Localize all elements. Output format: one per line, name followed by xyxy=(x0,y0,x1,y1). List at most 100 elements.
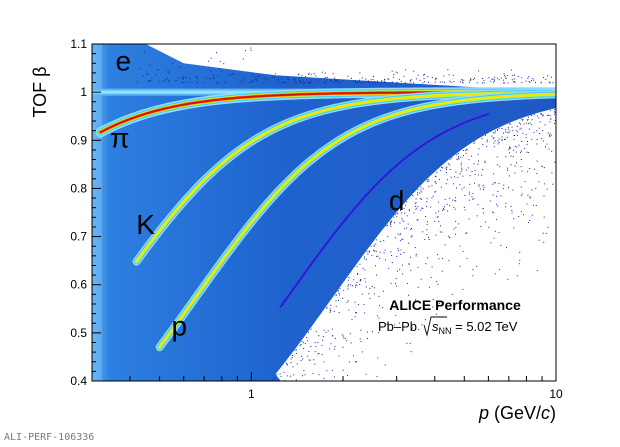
noise-point xyxy=(338,355,340,357)
noise-point xyxy=(396,213,398,215)
noise-point xyxy=(514,165,516,167)
noise-point xyxy=(415,78,417,80)
noise-point xyxy=(185,77,187,79)
noise-point xyxy=(406,201,408,203)
noise-point xyxy=(136,81,138,83)
noise-point xyxy=(505,131,507,133)
noise-point xyxy=(496,156,498,158)
noise-point xyxy=(362,267,364,269)
noise-point xyxy=(374,250,376,252)
noise-point xyxy=(394,237,396,239)
noise-point xyxy=(365,373,367,375)
noise-point xyxy=(175,80,177,82)
noise-point xyxy=(382,290,384,292)
noise-point xyxy=(183,75,185,77)
noise-point xyxy=(490,242,492,244)
noise-point xyxy=(380,82,382,84)
noise-point xyxy=(323,361,325,363)
noise-point xyxy=(398,78,400,80)
noise-point xyxy=(405,204,407,206)
noise-point xyxy=(455,227,457,229)
noise-point xyxy=(447,163,449,165)
noise-point xyxy=(322,339,323,341)
noise-point xyxy=(503,184,505,186)
noise-point xyxy=(538,239,540,241)
noise-point xyxy=(408,263,410,265)
noise-point xyxy=(355,361,356,363)
noise-point xyxy=(143,51,145,53)
noise-point xyxy=(343,290,345,292)
noise-point xyxy=(342,346,344,348)
noise-point xyxy=(364,312,366,314)
noise-point xyxy=(310,328,312,330)
noise-point xyxy=(189,82,191,83)
noise-point xyxy=(356,265,358,267)
noise-point xyxy=(210,57,212,59)
noise-point xyxy=(375,250,377,252)
noise-point xyxy=(424,81,426,83)
noise-point xyxy=(420,186,422,188)
noise-point xyxy=(406,342,408,344)
noise-point xyxy=(373,250,375,251)
noise-point xyxy=(313,73,315,75)
noise-point xyxy=(459,245,461,247)
band-layer xyxy=(135,91,556,263)
noise-point xyxy=(489,200,491,202)
noise-point xyxy=(375,239,377,241)
noise-point xyxy=(413,70,415,72)
noise-point xyxy=(514,135,516,136)
noise-point xyxy=(445,183,447,185)
noise-point xyxy=(426,234,428,236)
noise-point xyxy=(533,79,535,81)
noise-point xyxy=(209,78,211,80)
noise-point xyxy=(528,222,529,224)
noise-point xyxy=(304,374,306,376)
noise-point xyxy=(520,151,521,153)
noise-point xyxy=(497,190,499,192)
noise-point xyxy=(531,138,533,140)
noise-point xyxy=(526,151,528,153)
noise-point xyxy=(284,82,286,84)
noise-point xyxy=(309,359,311,361)
noise-point xyxy=(266,81,268,83)
noise-point xyxy=(292,355,293,356)
noise-point xyxy=(438,210,440,212)
noise-point xyxy=(548,81,550,83)
noise-point xyxy=(483,189,484,190)
noise-point xyxy=(426,179,428,181)
noise-point xyxy=(479,188,481,190)
noise-point xyxy=(428,239,430,240)
noise-point xyxy=(499,166,501,168)
noise-point xyxy=(403,75,405,77)
noise-point xyxy=(399,268,401,270)
noise-point xyxy=(440,225,441,227)
noise-point xyxy=(486,141,488,143)
noise-point xyxy=(450,81,452,83)
noise-point xyxy=(533,204,534,206)
noise-point xyxy=(415,202,417,204)
noise-point xyxy=(307,340,309,342)
noise-point xyxy=(369,287,371,289)
noise-point xyxy=(505,155,507,157)
noise-point xyxy=(385,225,387,227)
noise-point xyxy=(521,193,523,195)
noise-point xyxy=(287,82,289,84)
noise-point xyxy=(386,323,388,325)
noise-point xyxy=(551,150,553,152)
noise-point xyxy=(521,81,523,83)
noise-point xyxy=(389,221,391,223)
noise-point xyxy=(466,149,468,151)
noise-point xyxy=(507,278,509,280)
noise-point xyxy=(390,221,392,223)
noise-point xyxy=(543,241,545,243)
noise-point xyxy=(419,192,421,194)
noise-point xyxy=(149,63,150,65)
noise-point xyxy=(330,79,332,81)
noise-point xyxy=(329,311,331,313)
noise-point xyxy=(294,77,296,79)
noise-point xyxy=(524,147,526,149)
noise-point xyxy=(298,74,299,76)
noise-point xyxy=(493,182,495,184)
noise-point xyxy=(371,286,373,288)
noise-point xyxy=(422,188,424,190)
